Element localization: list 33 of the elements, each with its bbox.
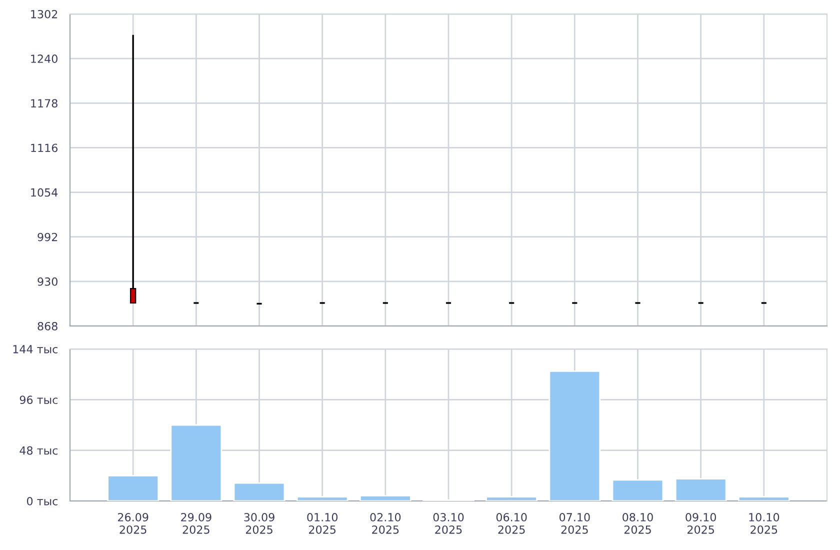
x-tick-label: 06.10 2025	[496, 513, 527, 534]
x-tick-label: 01.10 2025	[307, 513, 338, 534]
bar	[233, 482, 286, 501]
y-tick-label: 1116	[31, 144, 58, 152]
y-tick-label: 1054	[31, 188, 58, 197]
y-tick-label: 48 тыс	[20, 446, 58, 455]
y-tick-label: 868	[38, 322, 58, 330]
x-tick-label: 02.10 2025	[370, 513, 401, 534]
y-tick-label: 96 тыс	[20, 396, 58, 404]
y-tick-label: 144 тыс	[13, 345, 58, 354]
y-tick-label: 1240	[31, 54, 58, 63]
y-tick-label: 0 тыс	[26, 496, 58, 506]
x-tick-label: 03.10 2025	[433, 513, 464, 534]
bar	[486, 496, 538, 501]
bar	[612, 479, 664, 501]
bar	[738, 496, 790, 501]
x-tick-label: 30.09 2025	[244, 513, 274, 534]
y-tick-label: 992	[38, 232, 58, 242]
x-tick-label: 08.10 2025	[622, 513, 653, 534]
x-tick-label: 09.10 2025	[686, 513, 716, 534]
bar	[296, 496, 348, 501]
bar	[548, 370, 601, 501]
x-tick-label: 07.10 2025	[559, 513, 590, 534]
bar	[359, 495, 412, 501]
x-tick-label: 29.09 2025	[181, 513, 212, 534]
y-tick-label: 1302	[31, 10, 58, 18]
x-tick-label: 26.09 2025	[118, 513, 148, 534]
y-tick-label: 930	[38, 277, 58, 286]
y-tick-label: 1178	[31, 99, 58, 108]
x-tick-label: 10.10 2025	[749, 513, 780, 534]
bar	[170, 424, 222, 501]
bar	[107, 474, 160, 501]
bar	[674, 478, 727, 501]
